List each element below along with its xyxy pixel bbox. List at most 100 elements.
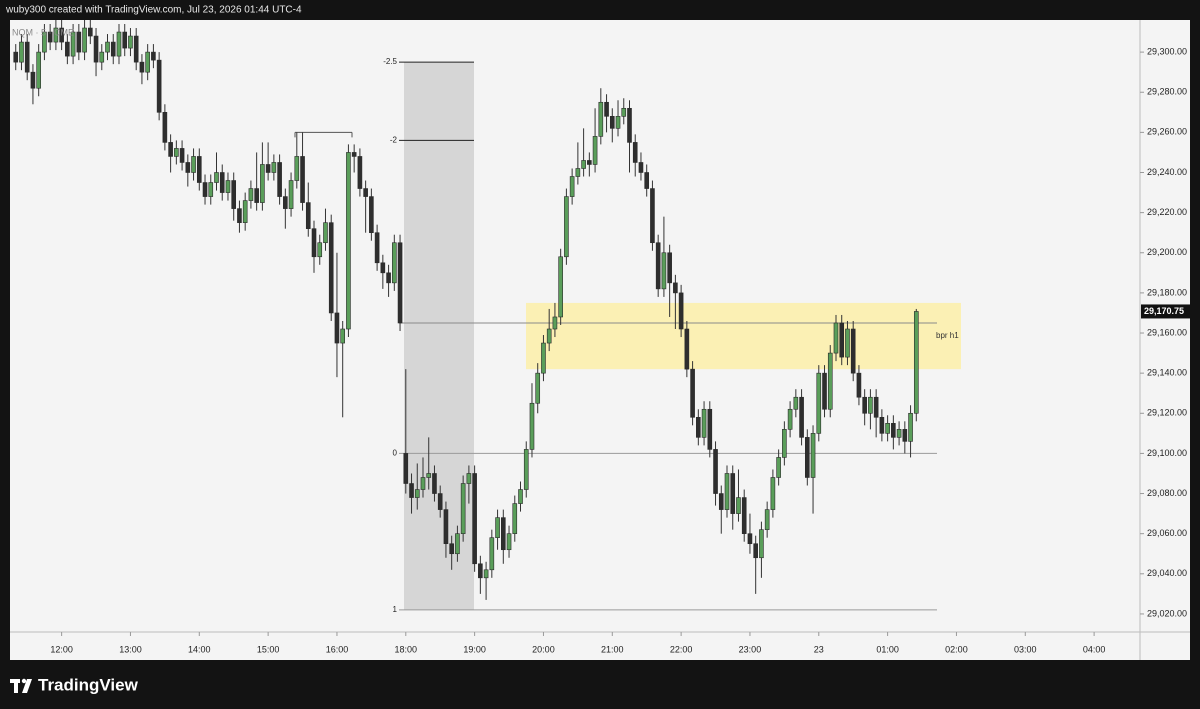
candle-body <box>644 172 650 189</box>
x-tick-label: 23 <box>814 644 824 654</box>
candle-body <box>799 396 804 438</box>
price-axis-background <box>1140 20 1190 660</box>
candle-body <box>139 61 145 73</box>
candle-body <box>179 148 185 163</box>
zone-box <box>526 302 961 370</box>
candle-body <box>604 101 609 117</box>
candle-body <box>564 196 569 258</box>
last-price-label: 29,170.75 <box>1144 306 1184 316</box>
candle-body <box>690 368 695 418</box>
candle-body <box>311 228 317 258</box>
candle-body <box>856 372 862 398</box>
x-tick-label: 16:00 <box>326 644 349 654</box>
candle-body <box>627 107 632 143</box>
candle-body <box>392 242 397 284</box>
candle-body <box>386 272 391 284</box>
candle-body <box>661 252 667 290</box>
candle-body <box>305 202 311 229</box>
candle-body <box>432 473 437 494</box>
candle-body <box>437 493 443 510</box>
candle-body <box>283 196 288 209</box>
candle-body <box>673 282 678 294</box>
candle-body <box>684 328 690 370</box>
y-tick-label: 29,120.00 <box>1147 408 1187 418</box>
candle-body <box>523 449 529 490</box>
candle-body <box>202 182 208 197</box>
logo-part <box>22 679 32 693</box>
y-tick-label: 29,260.00 <box>1147 127 1187 137</box>
candle-body <box>242 200 248 223</box>
candle-body <box>592 136 598 165</box>
y-tick-label: 29,080.00 <box>1147 488 1187 498</box>
candle-body <box>294 156 300 181</box>
candle-body <box>443 509 449 545</box>
candle-body <box>288 180 294 209</box>
y-tick-label: 29,200.00 <box>1147 247 1187 257</box>
logo-part <box>21 678 27 684</box>
candle-body <box>638 162 644 173</box>
candle-body <box>707 408 713 450</box>
candle-body <box>237 208 242 223</box>
candle-body <box>816 372 822 434</box>
candle-body <box>873 396 879 418</box>
candle-body <box>741 497 747 534</box>
candle-body <box>248 188 254 201</box>
candle-body <box>369 196 374 233</box>
candle-body <box>449 543 454 555</box>
candle-body <box>810 433 816 478</box>
x-tick-label: 15:00 <box>257 644 280 654</box>
candle-body <box>414 489 420 498</box>
candle-body <box>718 493 724 510</box>
candle-body <box>460 483 466 534</box>
zone-label: bpr h1 <box>936 331 959 340</box>
candle-body <box>678 292 684 330</box>
candle-body <box>667 252 672 284</box>
candle-body <box>374 232 380 264</box>
candle-body <box>219 172 225 193</box>
candle-body <box>839 322 845 358</box>
candle-body <box>409 483 414 498</box>
candle-body <box>116 31 122 57</box>
x-tick-label: 12:00 <box>50 644 73 654</box>
candle-body <box>70 31 76 57</box>
candle-body <box>265 164 271 173</box>
candle-body <box>879 416 885 434</box>
candle-body <box>196 156 202 183</box>
y-tick-label: 29,020.00 <box>1147 608 1187 618</box>
candle-body <box>793 396 799 410</box>
fib-label: -2 <box>390 136 398 145</box>
candle-body <box>174 148 179 157</box>
fib-label: -2.5 <box>383 57 397 66</box>
y-tick-label: 29,280.00 <box>1147 87 1187 97</box>
candle-body <box>328 222 334 314</box>
candle-body <box>271 162 277 173</box>
candle-body <box>185 162 191 173</box>
candle-body <box>868 396 873 414</box>
candle-body <box>827 352 833 410</box>
candle-body <box>208 182 214 197</box>
candle-body <box>357 156 363 189</box>
candle-body <box>770 477 776 510</box>
candle-body <box>581 160 586 169</box>
candle-body <box>168 142 173 157</box>
candle-body <box>495 517 500 538</box>
candle-body <box>260 164 265 203</box>
candle-body <box>105 41 110 53</box>
candle-body <box>82 27 87 53</box>
symbol-label: NQM · 5 · CME <box>12 27 74 37</box>
candle-body <box>747 533 753 545</box>
candle-body <box>535 372 541 404</box>
candle-body <box>340 328 345 344</box>
x-tick-label: 14:00 <box>188 644 211 654</box>
candle-body <box>334 312 340 344</box>
candle-body <box>162 112 168 143</box>
candle-body <box>472 473 477 565</box>
candle-body <box>300 156 305 203</box>
candle-body <box>512 503 518 534</box>
y-tick-label: 29,160.00 <box>1147 327 1187 337</box>
candle-body <box>518 489 523 504</box>
candle-body <box>713 449 718 494</box>
candle-body <box>403 453 409 484</box>
candle-body <box>598 101 604 137</box>
